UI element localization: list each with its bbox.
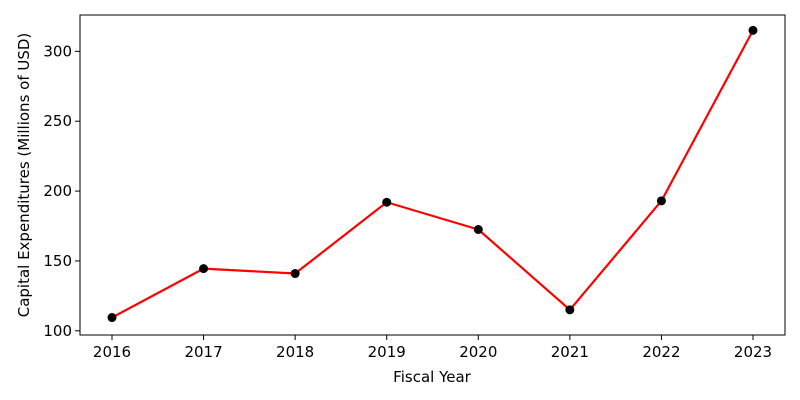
data-point: [748, 25, 758, 35]
x-tick-label: 2016: [93, 343, 131, 361]
x-tick-label: 2021: [551, 343, 589, 361]
data-point: [290, 269, 300, 279]
data-point: [199, 264, 209, 274]
series-line: [110, 29, 755, 319]
x-tick-label: 2023: [734, 343, 772, 361]
x-axis-label: Fiscal Year: [393, 368, 471, 386]
x-tick-label: 2019: [368, 343, 406, 361]
plot-frame: [79, 14, 786, 336]
x-tick-label: 2020: [459, 343, 497, 361]
x-tick-label: 2022: [642, 343, 680, 361]
data-point: [107, 313, 117, 323]
y-tick-label: 100: [43, 322, 72, 340]
data-point: [565, 305, 575, 315]
plot-area: [107, 25, 758, 323]
y-axis: 100 150 200 250 300: [43, 42, 80, 340]
y-axis-label: Capital Expenditures (Millions of USD): [15, 33, 33, 318]
x-axis: 2016 2017 2018 2019 2020 2021 2022 2023: [93, 335, 772, 361]
data-point: [656, 196, 666, 206]
data-point: [382, 197, 392, 207]
y-tick-label: 300: [43, 42, 72, 60]
y-tick-label: 200: [43, 182, 72, 200]
x-tick-label: 2017: [184, 343, 222, 361]
data-point: [473, 224, 483, 234]
x-tick-label: 2018: [276, 343, 314, 361]
y-tick-label: 250: [43, 112, 72, 130]
y-tick-label: 150: [43, 252, 72, 270]
